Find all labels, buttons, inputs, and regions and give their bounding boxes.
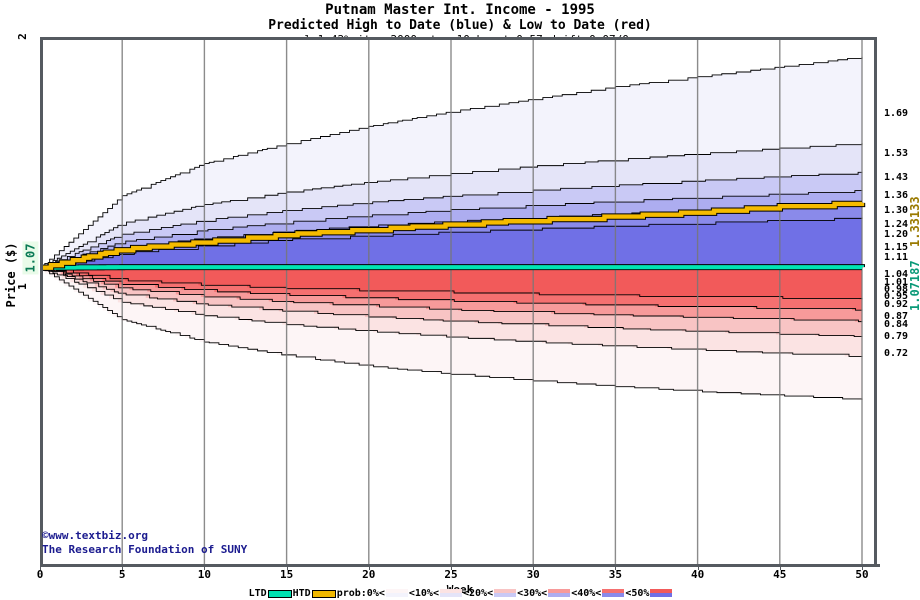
legend-label: LTD xyxy=(248,588,267,599)
right-tick-4: 1.30 xyxy=(884,204,909,216)
x-tick-0: 0 xyxy=(36,568,44,581)
right-tick-3: 1.36 xyxy=(884,189,909,201)
right-tick-10: 1.01 xyxy=(884,276,909,288)
legend-item-7[interactable]: <50% xyxy=(624,588,673,599)
right-tick-1: 1.53 xyxy=(884,147,909,159)
right-tick-7: 1.15 xyxy=(884,241,909,253)
x-tick-20: 20 xyxy=(362,568,376,581)
y-tick-2: 2 xyxy=(15,33,29,40)
x-tick-40: 40 xyxy=(690,568,705,581)
legend-swatch-band xyxy=(439,589,462,598)
x-tick-mark-15 xyxy=(286,564,288,570)
legend-swatch-ltd xyxy=(267,589,292,598)
credit-text: ©www.textbiz.org The Research Foundation … xyxy=(42,529,247,557)
x-tick-mark-25 xyxy=(451,564,452,570)
x-tick-mark-30 xyxy=(533,564,535,570)
legend-item-3[interactable]: <10%< xyxy=(408,588,462,599)
legend-label: <30%< xyxy=(517,588,548,599)
ltd-end-label: 1.07187 xyxy=(908,260,920,312)
right-tick-16: 0.79 xyxy=(884,331,909,343)
x-tick-50: 50 xyxy=(855,568,869,581)
legend-swatch-band xyxy=(494,589,517,598)
legend-item-5[interactable]: <30%< xyxy=(516,588,571,599)
chart-legend: LTD HTD prob:0%< <10%< <20%< <30%< <40%< <50% xyxy=(0,588,920,599)
right-tick-17: 0.72 xyxy=(884,348,909,360)
chart-subtitle: Predicted High to Date (blue) & Low to D… xyxy=(268,18,652,33)
x-tick-30: 30 xyxy=(526,568,540,581)
right-tick-8: 1.11 xyxy=(884,251,909,263)
x-axis-line xyxy=(40,564,880,567)
legend-item-0[interactable]: LTD xyxy=(248,588,292,599)
y-current-price-label: 1.07 xyxy=(22,241,39,275)
x-tick-mark-40 xyxy=(697,564,699,570)
y-axis-label: Price ($) xyxy=(4,242,18,308)
x-tick-5: 5 xyxy=(118,568,126,581)
x-tick-15: 15 xyxy=(279,568,294,581)
legend-label: <50% xyxy=(625,588,650,599)
legend-item-4[interactable]: <20%< xyxy=(462,588,517,599)
right-tick-5: 1.24 xyxy=(884,219,909,231)
legend-label: <10%< xyxy=(408,588,439,599)
x-tick-mark-35 xyxy=(615,564,617,570)
right-tick-2: 1.43 xyxy=(884,172,909,184)
page-title: Putnam Master Int. Income - 1995 xyxy=(325,2,595,18)
legend-item-2[interactable]: prob:0%< xyxy=(336,588,408,599)
y-tick-1: 1 xyxy=(15,283,29,290)
x-tick-35: 35 xyxy=(608,568,623,581)
htd-end-label: 1.33133 xyxy=(908,196,920,247)
legend-label: <40%< xyxy=(571,588,602,599)
legend-swatch-band xyxy=(602,589,625,598)
legend-label: HTD xyxy=(292,588,311,599)
right-tick-9: 1.04 xyxy=(884,269,909,281)
legend-label: <20%< xyxy=(462,588,494,599)
x-tick-mark-0 xyxy=(40,564,41,570)
legend-swatch-band xyxy=(650,589,673,598)
x-tick-10: 10 xyxy=(197,568,212,581)
x-tick-mark-50 xyxy=(862,564,863,570)
legend-swatch-band xyxy=(385,589,408,598)
right-tick-11: 0.98 xyxy=(884,283,909,295)
legend-item-1[interactable]: HTD xyxy=(292,588,336,599)
legend-item-6[interactable]: <40%< xyxy=(570,588,625,599)
credit-line-1: ©www.textbiz.org xyxy=(42,529,148,542)
plot-area xyxy=(40,37,877,564)
x-tick-mark-10 xyxy=(204,564,206,570)
legend-swatch-band xyxy=(548,589,571,598)
x-tick-45: 45 xyxy=(773,568,787,581)
x-tick-mark-20 xyxy=(368,564,370,570)
right-tick-15: 0.84 xyxy=(884,318,909,330)
x-tick-mark-45 xyxy=(779,564,781,570)
legend-swatch-htd xyxy=(311,589,336,598)
x-tick-25: 25 xyxy=(444,568,458,581)
x-tick-mark-5 xyxy=(122,564,124,570)
fan-chart-svg xyxy=(40,37,877,564)
right-tick-6: 1.20 xyxy=(884,229,909,241)
legend-label: prob:0%< xyxy=(336,588,385,599)
right-tick-14: 0.87 xyxy=(884,311,909,323)
right-tick-0: 1.69 xyxy=(884,107,909,119)
credit-line-2: The Research Foundation of SUNY xyxy=(42,543,248,556)
right-tick-13: 0.92 xyxy=(884,298,909,310)
right-tick-12: 0.95 xyxy=(884,291,909,303)
